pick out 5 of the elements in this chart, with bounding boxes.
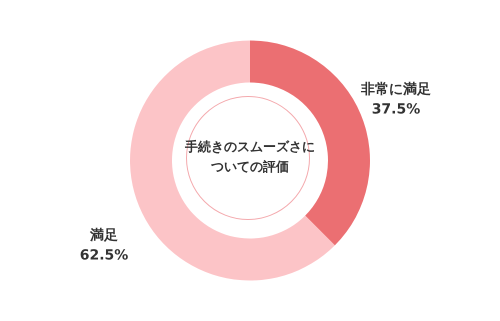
text: 手続きのスムーズさについての評価 xyxy=(184,138,316,177)
slice-label: 非常に満足 xyxy=(360,82,431,98)
data-label: 62.5% xyxy=(80,248,128,264)
slice-label: 満足 xyxy=(89,228,118,244)
data-label: 37.5% xyxy=(372,102,420,118)
